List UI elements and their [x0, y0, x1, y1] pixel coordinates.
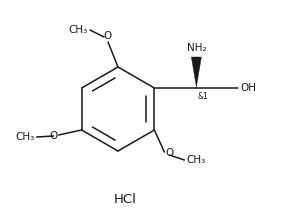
Text: CH₃: CH₃ — [15, 132, 35, 142]
Text: O: O — [165, 148, 174, 158]
Text: O: O — [49, 131, 58, 141]
Text: HCl: HCl — [114, 193, 136, 206]
Text: O: O — [103, 31, 111, 41]
Polygon shape — [191, 57, 201, 87]
Text: NH₂: NH₂ — [187, 43, 206, 53]
Text: CH₃: CH₃ — [69, 25, 88, 35]
Text: OH: OH — [240, 83, 256, 93]
Text: &1: &1 — [197, 92, 208, 101]
Text: CH₃: CH₃ — [186, 155, 206, 165]
